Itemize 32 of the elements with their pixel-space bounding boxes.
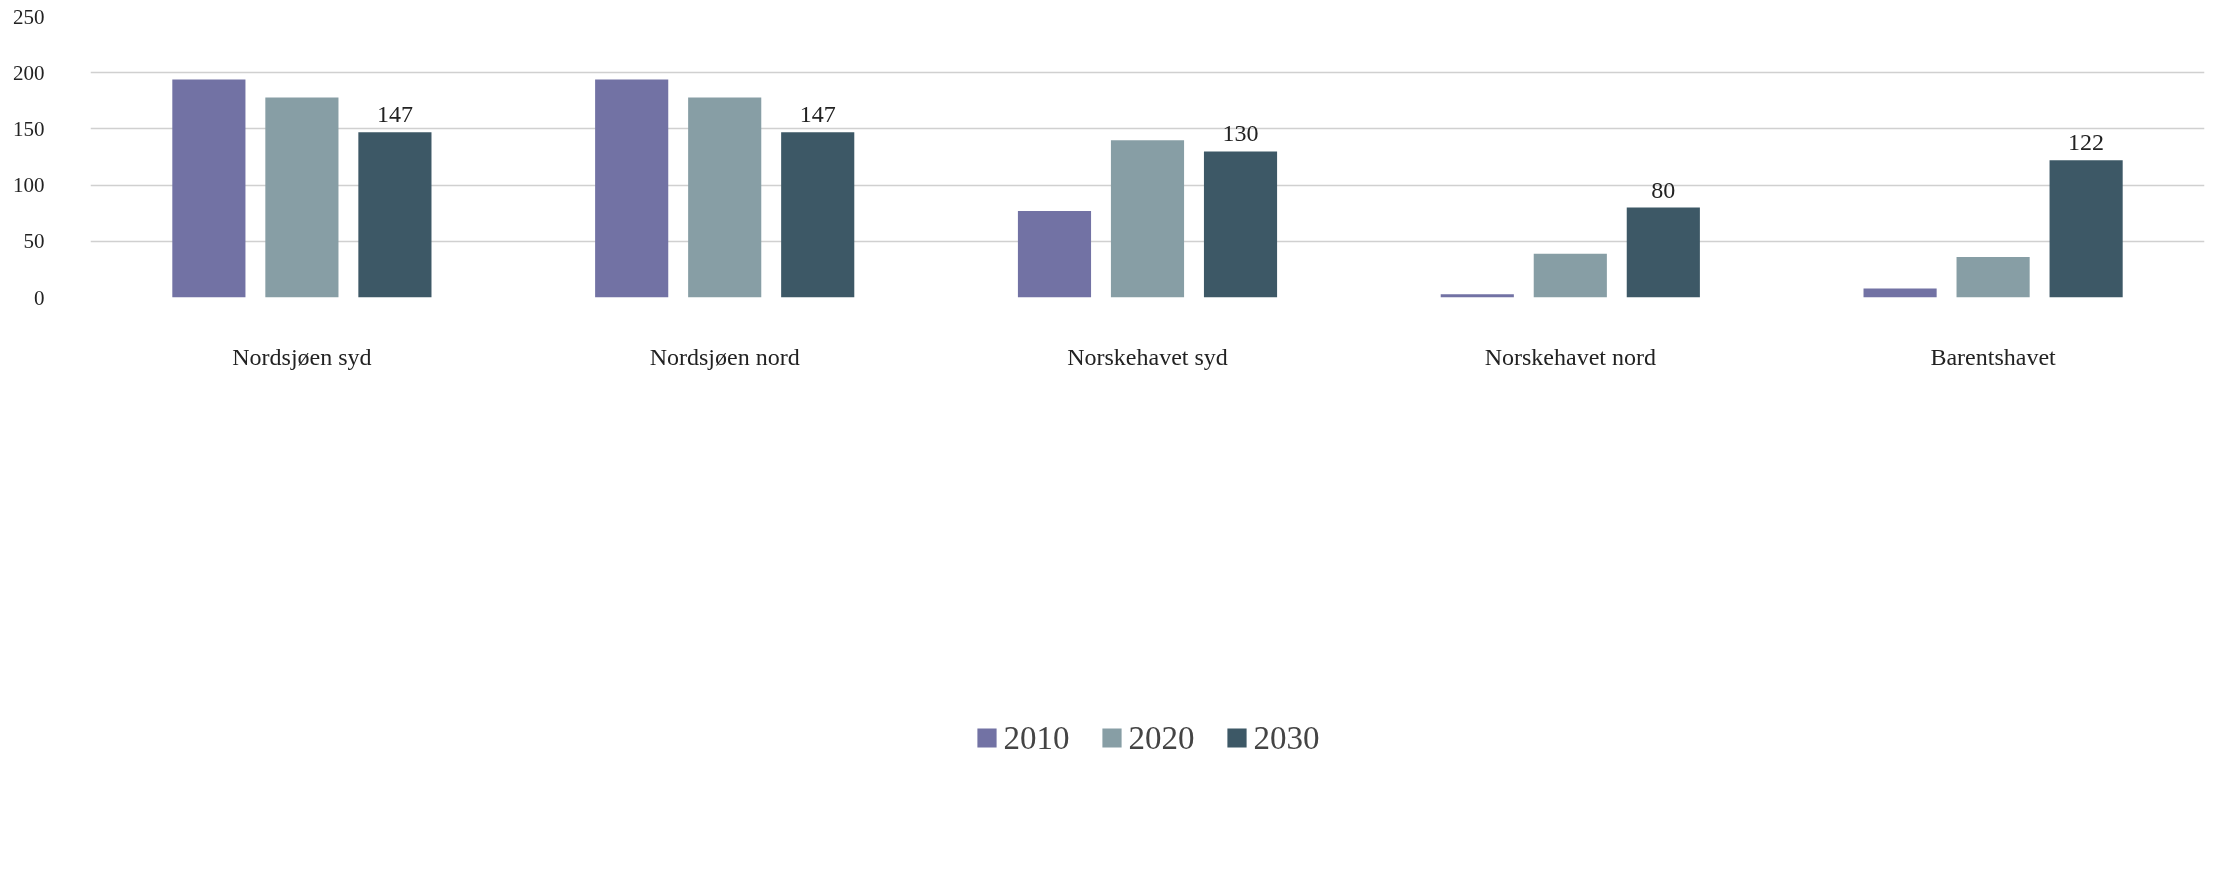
y-tick-label: 200 xyxy=(13,60,45,85)
legend-label: 2020 xyxy=(1128,719,1195,757)
y-tick-label: 250 xyxy=(13,4,45,29)
y-tick-label: 150 xyxy=(13,116,45,141)
bar xyxy=(1956,257,2030,298)
bar xyxy=(1203,151,1278,298)
bar xyxy=(781,132,855,298)
bar xyxy=(1017,210,1092,298)
x-tick-label: Nordsjøen syd xyxy=(232,343,372,370)
y-tick-label: 0 xyxy=(34,285,45,310)
data-label: 122 xyxy=(2068,129,2105,156)
bar xyxy=(1626,207,1700,298)
data-label: 147 xyxy=(376,101,413,128)
bar xyxy=(688,97,762,298)
bar xyxy=(2049,160,2123,298)
bar xyxy=(595,79,669,298)
data-label: 80 xyxy=(1651,176,1676,203)
y-tick-label: 50 xyxy=(23,229,45,254)
x-tick-label: Norskehavet syd xyxy=(1067,343,1228,370)
bar xyxy=(172,79,246,298)
x-tick-label: Barentshavet xyxy=(1930,343,2057,370)
data-label: 130 xyxy=(1222,120,1259,147)
x-tick-label: Nordsjøen nord xyxy=(649,343,800,370)
legend-label: 2030 xyxy=(1253,719,1320,757)
data-label: 147 xyxy=(799,101,836,128)
bar xyxy=(265,97,339,298)
bar xyxy=(358,132,432,298)
bar xyxy=(1110,140,1185,298)
y-tick-label: 100 xyxy=(13,173,45,198)
x-tick-label: Norskehavet nord xyxy=(1484,343,1656,370)
bar xyxy=(1533,253,1607,298)
legend-label: 2010 xyxy=(1003,719,1070,757)
